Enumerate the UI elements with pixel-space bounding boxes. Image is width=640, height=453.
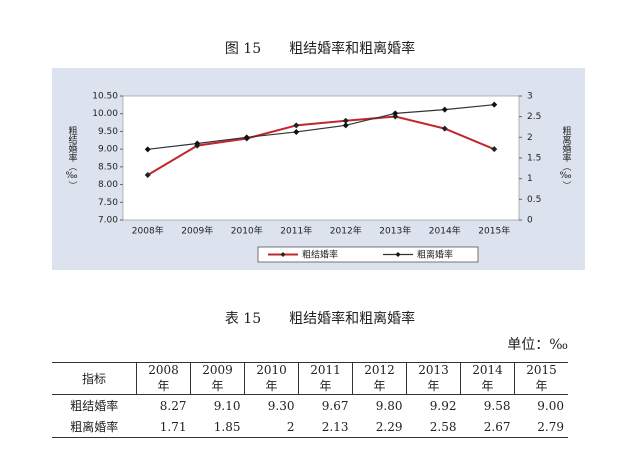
point-marker bbox=[441, 106, 448, 113]
y-tick-label: 10.00 bbox=[92, 109, 118, 119]
plot-area bbox=[122, 95, 520, 221]
series-line bbox=[147, 115, 495, 176]
point-marker bbox=[144, 146, 151, 153]
table-cell: 2.58 bbox=[429, 419, 457, 434]
point-marker bbox=[392, 113, 399, 120]
table-cell: 9.92 bbox=[429, 398, 457, 413]
data-table: 指标 2008 年 2009 年 2010 年 2011 年 2012 年 2013 年 20… bbox=[52, 362, 568, 438]
y-tick-label: 8.50 bbox=[98, 162, 118, 172]
data-row: 粗结婚率 8.27 9.10 9.30 9.67 9.80 9.92 9.58 9.00 bbox=[52, 395, 568, 417]
x-tick-label: 2014年 bbox=[429, 225, 461, 237]
header-cell: 2012 年 bbox=[352, 362, 407, 395]
y2-tick-label: 1 bbox=[527, 174, 533, 184]
point-marker bbox=[342, 122, 349, 129]
header-cell: 2014 年 bbox=[460, 362, 515, 395]
table-cell: 2 bbox=[286, 419, 295, 434]
header-cell: 2009 年 bbox=[190, 362, 245, 395]
x-tick-label: 2008年 bbox=[132, 225, 164, 237]
unit: 单位：‰ bbox=[507, 337, 568, 353]
data-row: 粗离婚率 1.71 1.85 2 2.13 2.29 2.58 2.67 2.79 bbox=[52, 416, 568, 438]
table-cell: 9.58 bbox=[483, 398, 511, 413]
y-tick-label: 10.50 bbox=[92, 92, 118, 102]
y2-tick-label: 0.5 bbox=[527, 195, 541, 205]
legend-label: 粗结婚率 bbox=[302, 249, 338, 261]
point-marker bbox=[293, 128, 300, 135]
header-cell: 2010 年 bbox=[244, 362, 299, 395]
table-cell: 9.30 bbox=[267, 398, 295, 413]
header-cell: 2015 年 bbox=[514, 362, 568, 395]
y2-tick-label: 1.5 bbox=[527, 154, 541, 164]
point-marker bbox=[491, 101, 498, 108]
y-axis-label: 粗结婚率（‰） bbox=[66, 125, 78, 190]
chart: 粗结婚率（‰） 粗离婚率（‰） 7.00 7.50 8.00 8.50 9.00 9.50… bbox=[52, 68, 585, 270]
legend-marker bbox=[395, 252, 401, 257]
x-tick-label: 2011年 bbox=[280, 225, 312, 237]
table-cell: 粗离婚率 bbox=[70, 420, 119, 434]
y-tick-label: 9.50 bbox=[98, 127, 118, 137]
figure-title: 图 15 粗结婚率和粗离婚率 bbox=[224, 41, 416, 57]
y2-tick-label: 2.5 bbox=[527, 112, 541, 122]
table-cell: 粗结婚率 bbox=[70, 399, 119, 413]
x-tick-label: 2015年 bbox=[478, 225, 510, 237]
y2-tick-label: 2 bbox=[527, 133, 533, 143]
point-marker bbox=[144, 172, 151, 179]
table-cell: 9.80 bbox=[375, 398, 403, 413]
legend-label: 粗离婚率 bbox=[417, 249, 453, 261]
table-cell: 1.71 bbox=[159, 419, 187, 434]
legend-marker bbox=[280, 252, 286, 257]
y-tick-label: 7.50 bbox=[98, 198, 118, 208]
point-marker bbox=[392, 110, 399, 117]
x-tick-label: 2010年 bbox=[231, 225, 263, 237]
y-tick-label: 9.00 bbox=[98, 145, 118, 155]
point-marker bbox=[243, 134, 250, 141]
x-tick-label: 2009年 bbox=[181, 225, 213, 237]
table-cell: 2.13 bbox=[321, 419, 349, 434]
table-cell: 1.85 bbox=[213, 419, 241, 434]
header-cell: 2008 年 bbox=[136, 362, 191, 395]
x-tick-label: 2012年 bbox=[330, 225, 362, 237]
y2-tick-label: 3 bbox=[527, 92, 533, 102]
y2-tick-label: 0 bbox=[527, 216, 533, 226]
y-tick-label: 7.00 bbox=[98, 216, 118, 226]
header-cell: 2013 年 bbox=[406, 362, 461, 395]
point-marker bbox=[293, 122, 300, 129]
header-cell: 指标 bbox=[52, 362, 137, 395]
table-cell: 2.67 bbox=[483, 419, 511, 434]
header-cell: 2011 年 bbox=[298, 362, 353, 395]
table-cell: 8.27 bbox=[159, 398, 187, 413]
point-marker bbox=[491, 146, 498, 153]
table-cell: 9.10 bbox=[213, 398, 241, 413]
point-marker bbox=[441, 125, 448, 132]
point-marker bbox=[194, 140, 201, 147]
table-cell: 9.00 bbox=[537, 398, 564, 413]
legend-box bbox=[257, 246, 479, 263]
y-tick-label: 8.00 bbox=[98, 180, 118, 190]
table-cell: 9.67 bbox=[321, 398, 349, 413]
table-cell: 2.79 bbox=[537, 419, 564, 434]
x-tick-label: 2013年 bbox=[379, 225, 411, 237]
table-title: 表 15 粗结婚率和粗离婚率 bbox=[224, 311, 416, 327]
table-cell: 2.29 bbox=[375, 419, 403, 434]
header-row: 指标 2008 年 2009 年 2010 年 2011 年 2012 年 2013 年 20… bbox=[52, 362, 568, 395]
series-line bbox=[147, 104, 495, 150]
point-marker bbox=[342, 117, 349, 124]
y2-axis-label: 粗离婚率（‰） bbox=[560, 125, 572, 190]
